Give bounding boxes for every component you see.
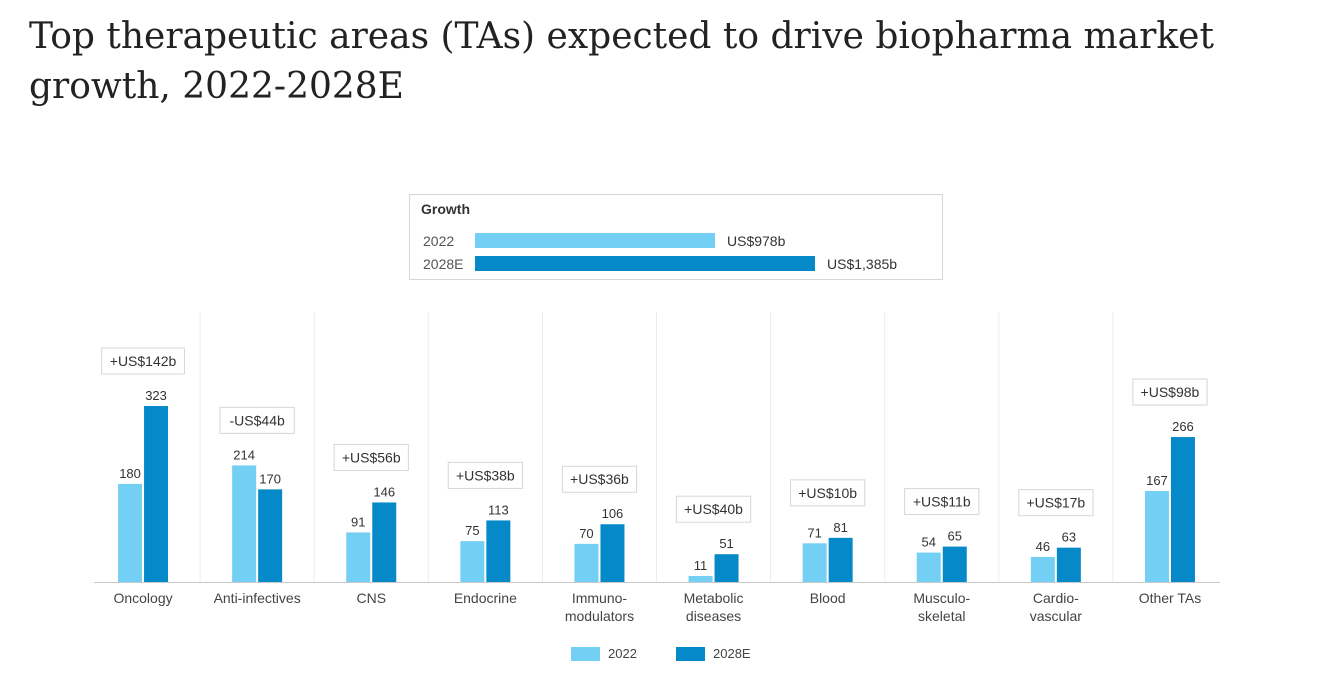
growth-annotation-box — [675, 495, 752, 523]
bar-2022 — [232, 465, 257, 582]
category-label: Blood — [810, 590, 846, 606]
legend-swatch-2022 — [571, 647, 600, 661]
bar-2022 — [1144, 491, 1169, 582]
growth-annotation-label: +US$142b — [110, 353, 177, 369]
data-label-2022: 167 — [1146, 473, 1168, 488]
growth-annotation-box — [219, 406, 295, 434]
growth-annotation-box — [1132, 378, 1208, 406]
bar-2022 — [688, 576, 713, 582]
bar-2022 — [574, 543, 599, 582]
category-label: Anti-infectives — [214, 590, 301, 606]
legend-label-2028e: 2028E — [713, 646, 751, 661]
page-title: Top therapeutic areas (TAs) expected to … — [29, 16, 1214, 107]
data-label-2022: 46 — [1036, 539, 1050, 554]
data-label-2022: 91 — [351, 514, 365, 529]
data-label-2022: 11 — [694, 558, 708, 573]
growth-value-2022: US$978b — [727, 233, 786, 249]
growth-annotation-box — [101, 347, 185, 375]
growth-annotation-label: -US$44b — [230, 412, 285, 428]
data-label-2022: 75 — [465, 523, 479, 538]
bar-2028e — [372, 502, 397, 582]
bar-2028e — [144, 406, 169, 582]
category-label: Oncology — [113, 590, 172, 606]
bar-2028e — [486, 520, 511, 582]
growth-bar-2022 — [475, 233, 715, 248]
growth-annotation-label: +US$17b — [1026, 495, 1085, 511]
category-label: Cardio- — [1033, 590, 1079, 606]
growth-bar-2028e — [475, 256, 815, 271]
growth-annotation-label: +US$38b — [456, 467, 515, 483]
growth-annotation-box — [790, 479, 866, 507]
growth-value-2028e: US$1,385b — [827, 256, 898, 272]
bar-2028e — [714, 554, 739, 582]
growth-annotation-label: +US$36b — [570, 471, 629, 487]
category-label: vascular — [1030, 608, 1082, 624]
bar-2028e — [600, 524, 625, 582]
growth-annotation-box — [447, 461, 523, 489]
growth-label-2022: 2022 — [423, 233, 455, 249]
growth-title: Growth — [421, 201, 470, 217]
growth-label-2028e: 2028E — [423, 256, 464, 272]
data-label-2022: 180 — [119, 466, 141, 481]
category-label: Musculo- — [913, 590, 970, 606]
data-label-2028e: 63 — [1062, 530, 1076, 545]
growth-annotation-box — [333, 443, 409, 471]
bar-2022 — [802, 543, 827, 582]
category-label: Endocrine — [454, 590, 517, 606]
bar-2028e — [1170, 437, 1195, 582]
bar-2022 — [118, 483, 143, 582]
bar-2022 — [346, 532, 371, 582]
data-label-2028e: 323 — [145, 388, 167, 403]
data-label-2028e: 146 — [373, 484, 395, 499]
category-label: Immuno- — [572, 590, 628, 606]
growth-summary-box: Growth 2022 US$978b 2028E US$1,385b — [409, 194, 943, 280]
bar-2028e — [258, 489, 283, 582]
data-label-2028e: 106 — [602, 506, 624, 521]
legend-swatch-2028e — [676, 647, 705, 661]
bar-2022 — [1030, 556, 1055, 582]
growth-annotation-label: +US$56b — [342, 449, 401, 465]
category-label: CNS — [356, 590, 386, 606]
data-label-2022: 54 — [922, 535, 936, 550]
growth-annotation-label: +US$98b — [1141, 384, 1200, 400]
category-label: diseases — [686, 608, 741, 624]
bar-2028e — [828, 537, 853, 582]
bar-2028e — [1056, 547, 1081, 582]
category-label: modulators — [565, 608, 634, 624]
bar-chart: 180 323 +US$142b Oncology 214 170 -US$44b Anti-… — [94, 312, 1220, 624]
growth-annotation-label: +US$11b — [913, 494, 971, 510]
data-label-2022: 71 — [807, 525, 821, 540]
growth-annotation-label: +US$10b — [798, 485, 857, 501]
data-label-2028e: 81 — [833, 520, 847, 535]
bar-2022 — [460, 541, 485, 582]
data-label-2028e: 51 — [719, 536, 733, 551]
growth-annotation-box — [561, 465, 638, 493]
bar-2028e — [942, 546, 967, 582]
data-label-2028e: 65 — [948, 529, 962, 544]
data-label-2022: 70 — [579, 526, 593, 541]
bar-2022 — [916, 552, 941, 582]
growth-annotation-box — [1018, 489, 1094, 517]
category-label: Other TAs — [1139, 590, 1202, 606]
growth-annotation-box — [904, 488, 980, 516]
legend-label-2022: 2022 — [608, 646, 637, 661]
category-label: Metabolic — [684, 590, 744, 606]
category-label: skeletal — [918, 608, 965, 624]
growth-annotation-label: +US$40b — [684, 501, 743, 517]
data-label-2028e: 170 — [259, 471, 281, 486]
data-label-2022: 214 — [233, 447, 255, 462]
data-label-2028e: 113 — [488, 502, 509, 517]
data-label-2028e: 266 — [1172, 419, 1194, 434]
